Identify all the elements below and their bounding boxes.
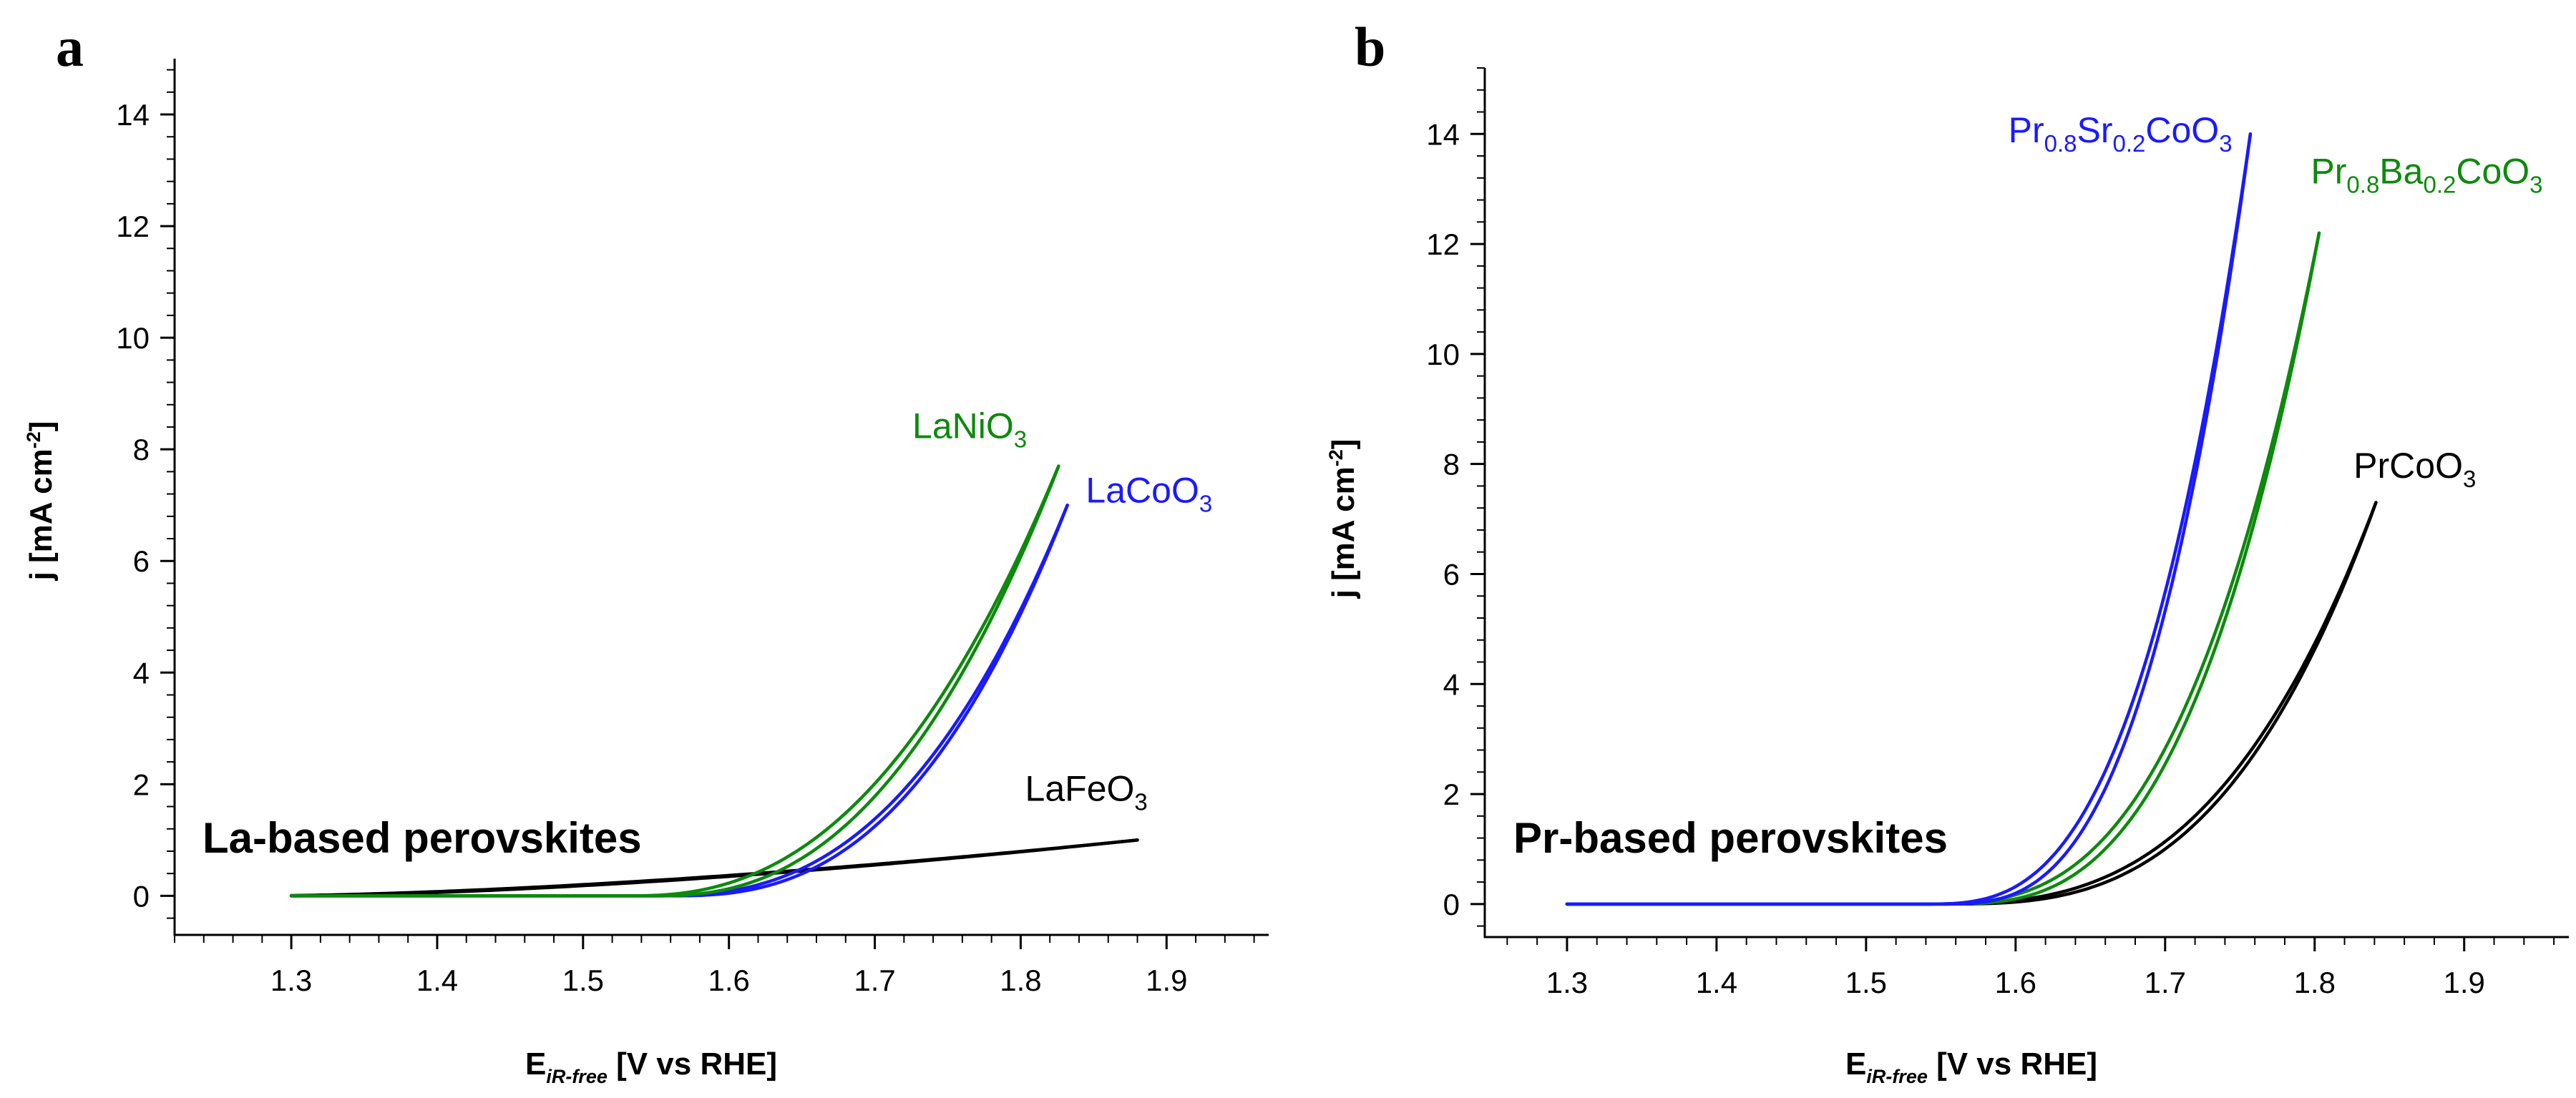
x-tick-label: 1.3 [1546,966,1588,999]
y-tick-label: 10 [116,321,150,355]
series-label: LaNiO3 [912,406,1027,453]
x-axis-title: EiR-free [V vs RHE] [525,1046,777,1087]
axes-frame [1483,68,2569,938]
y-tick-label: 6 [133,544,150,578]
x-tick-label: 1.5 [1845,966,1887,999]
series-curve-reverse [1565,132,2253,906]
y-tick-label: 0 [133,879,150,913]
y-tick-label: 14 [116,98,150,132]
x-tick-label: 1.6 [1995,966,2036,999]
panel-a-plot: 1.3 1.4 1.5 1.6 1.7 1.8 1.9 0 2 4 6 8 10 12 14 EiR-free… [23,59,1269,1087]
x-tick-label: 1.9 [1146,964,1187,997]
y-axis-title: j [mA cm-2] [23,421,59,582]
x-tick-label: 1.4 [416,964,458,997]
x-tick-label: 1.4 [1696,966,1737,999]
x-tick-label: 1.3 [270,964,312,997]
series-label: Pr0.8Sr0.2CoO3 [2009,110,2233,157]
x-axis-title: EiR-free [V vs RHE] [1845,1046,2097,1087]
series-label: PrCoO3 [2353,446,2476,492]
y-tick-label: 14 [1426,117,1460,151]
y-tick-label: 6 [1443,557,1460,591]
y-tick-label: 12 [116,210,150,243]
series-curve-reverse [289,464,1060,898]
series-label: LaFeO3 [1025,769,1148,815]
y-tick-label: 12 [1426,227,1460,261]
x-tick-label: 1.7 [854,964,895,997]
y-tick-label: 8 [133,433,150,466]
panel-b: b 1.3 1.4 1.5 1.6 1.7 1.8 1.9 0 2 4 6 8 10 12 14 EiR-fr… [1325,16,2569,1087]
series-label: LaCoO3 [1085,470,1212,516]
panel-b-title: Pr-based perovskites [1513,814,1948,862]
panel-b-letter: b [1355,16,1385,78]
x-tick-label: 1.7 [2145,966,2186,999]
y-tick-label: 8 [1443,448,1460,481]
x-tick-label: 1.8 [1000,964,1041,997]
series-curve-reverse [289,838,1139,898]
x-tick-label: 1.5 [562,964,604,997]
series-label: Pr0.8Ba0.2CoO3 [2311,151,2542,197]
y-tick-label: 2 [133,768,150,801]
x-tick-label: 1.9 [2444,966,2485,999]
panel-b-plot: 1.3 1.4 1.5 1.6 1.7 1.8 1.9 0 2 4 6 8 10 12 14 EiR-free… [1325,67,2569,1087]
x-tick-label: 1.8 [2294,966,2336,999]
y-axis-title: j [mA cm-2] [1325,439,1361,599]
panel-a: a 1.3 1.4 1.5 1.6 1.7 1.8 1.9 0 2 4 6 8 10 12 14 EiR-fr… [23,16,1269,1087]
y-tick-label: 4 [133,656,150,690]
y-tick-label: 0 [1443,888,1460,921]
y-tick-label: 2 [1443,778,1460,811]
y-tick-label: 10 [1426,338,1460,371]
panel-a-letter: a [56,16,84,78]
panel-a-title: La-based perovskites [203,814,642,862]
y-tick-label: 4 [1443,667,1460,701]
x-tick-label: 1.6 [708,964,749,997]
series-curve-forward [1565,132,2253,906]
